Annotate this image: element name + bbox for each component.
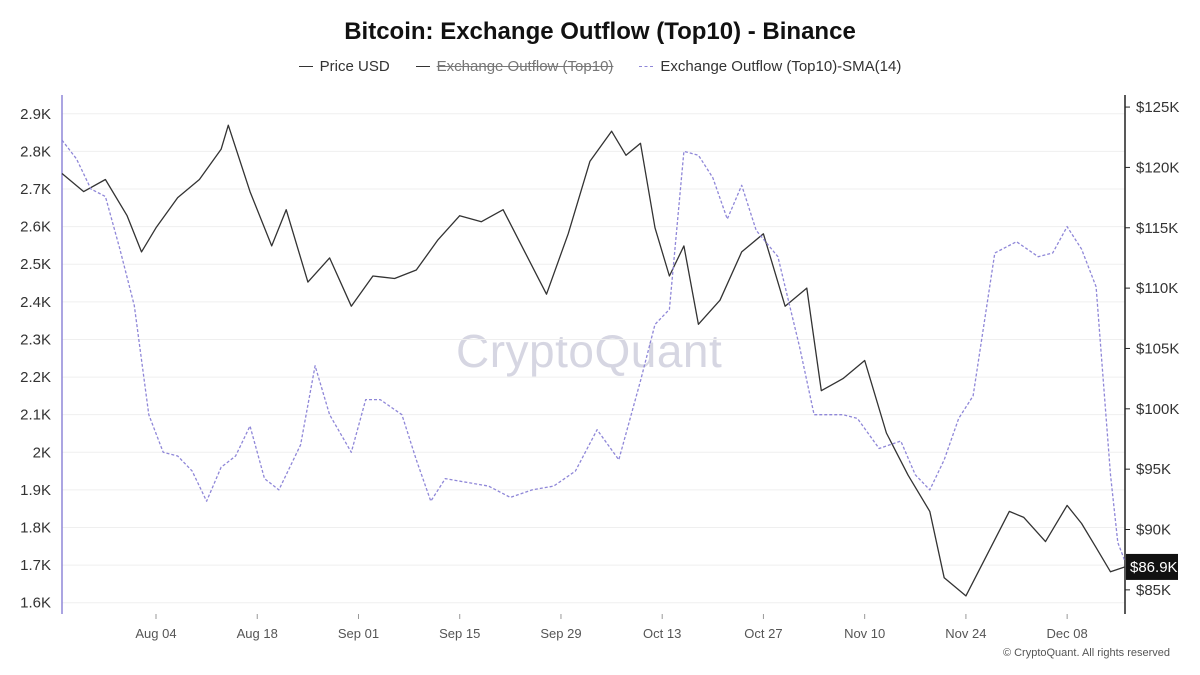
y-left-tick-label: 2.7K xyxy=(20,181,51,198)
y-left-tick-label: 2.2K xyxy=(20,369,51,386)
current-price-tag xyxy=(1126,553,1178,580)
legend-label-outflow: Exchange Outflow (Top10) xyxy=(436,58,614,75)
y-left-tick-label: 2.9K xyxy=(20,106,51,123)
legend-item-outflow[interactable]: Exchange Outflow (Top10) xyxy=(415,58,614,75)
legend-swatch-outflow-sma xyxy=(639,66,654,67)
y-right-tick-label: $100K xyxy=(1136,401,1179,418)
y-right-tick-label: $125K xyxy=(1136,99,1179,116)
price-usd-line xyxy=(61,124,1126,597)
x-tick-label: Aug 18 xyxy=(237,626,278,641)
y-left-tick-label: 2.3K xyxy=(20,331,51,348)
y-right-tick-label: $115K xyxy=(1136,220,1178,237)
y-right-tick-label: $120K xyxy=(1136,159,1179,176)
x-tick-label: Oct 27 xyxy=(744,626,782,641)
y-left-tick-label: 1.7K xyxy=(20,557,51,574)
x-tick-label: Oct 13 xyxy=(643,626,681,641)
y-right-tick-label: $105K xyxy=(1136,340,1179,357)
x-tick-label: Sep 01 xyxy=(338,626,379,641)
legend-item-price[interactable]: Price USD xyxy=(298,58,390,75)
y-left-tick-label: 2.8K xyxy=(20,143,51,160)
y-right-tick-label: $90K xyxy=(1136,522,1171,539)
y-left-tick-label: 2.6K xyxy=(20,219,51,236)
x-tick-label: Nov 24 xyxy=(945,626,986,641)
x-tick-label: Sep 15 xyxy=(439,626,480,641)
x-tick-label: Dec 08 xyxy=(1047,626,1088,641)
x-tick-label: Aug 04 xyxy=(135,626,176,641)
y-right-tick-label: $85K xyxy=(1136,582,1171,599)
chart-legend: Price USD Exchange Outflow (Top10) Excha… xyxy=(0,58,1200,75)
watermark-logo: CryptoQuant xyxy=(456,325,723,377)
copyright-credit: © CryptoQuant. All rights reserved xyxy=(1002,647,1170,659)
y-left-tick-label: 1.9K xyxy=(20,482,51,499)
y-left-tick-label: 2.5K xyxy=(20,256,51,273)
y-left-tick-label: 2.1K xyxy=(20,407,51,424)
x-tick-label: Nov 10 xyxy=(844,626,885,641)
y-left-tick-label: 2.4K xyxy=(20,294,51,311)
legend-item-outflow-sma[interactable]: Exchange Outflow (Top10)-SMA(14) xyxy=(639,58,901,75)
y-left-tick-label: 2K xyxy=(33,444,51,461)
chart-title: Bitcoin: Exchange Outflow (Top10) - Bina… xyxy=(344,18,856,45)
y-left-tick-label: 1.8K xyxy=(20,520,51,537)
y-right-tick-label: $110K xyxy=(1136,280,1178,297)
x-tick-label: Sep 29 xyxy=(540,626,581,641)
current-price-label: $86.9K xyxy=(1130,559,1178,576)
y-left-tick-label: 1.6K xyxy=(20,595,51,612)
y-right-tick-label: $95K xyxy=(1136,461,1171,478)
legend-swatch-outflow xyxy=(415,66,430,67)
legend-label-price: Price USD xyxy=(319,58,390,75)
legend-swatch-price xyxy=(298,66,313,67)
legend-label-outflow-sma: Exchange Outflow (Top10)-SMA(14) xyxy=(660,58,902,75)
exchange-outflow-sma-line xyxy=(61,139,1126,562)
